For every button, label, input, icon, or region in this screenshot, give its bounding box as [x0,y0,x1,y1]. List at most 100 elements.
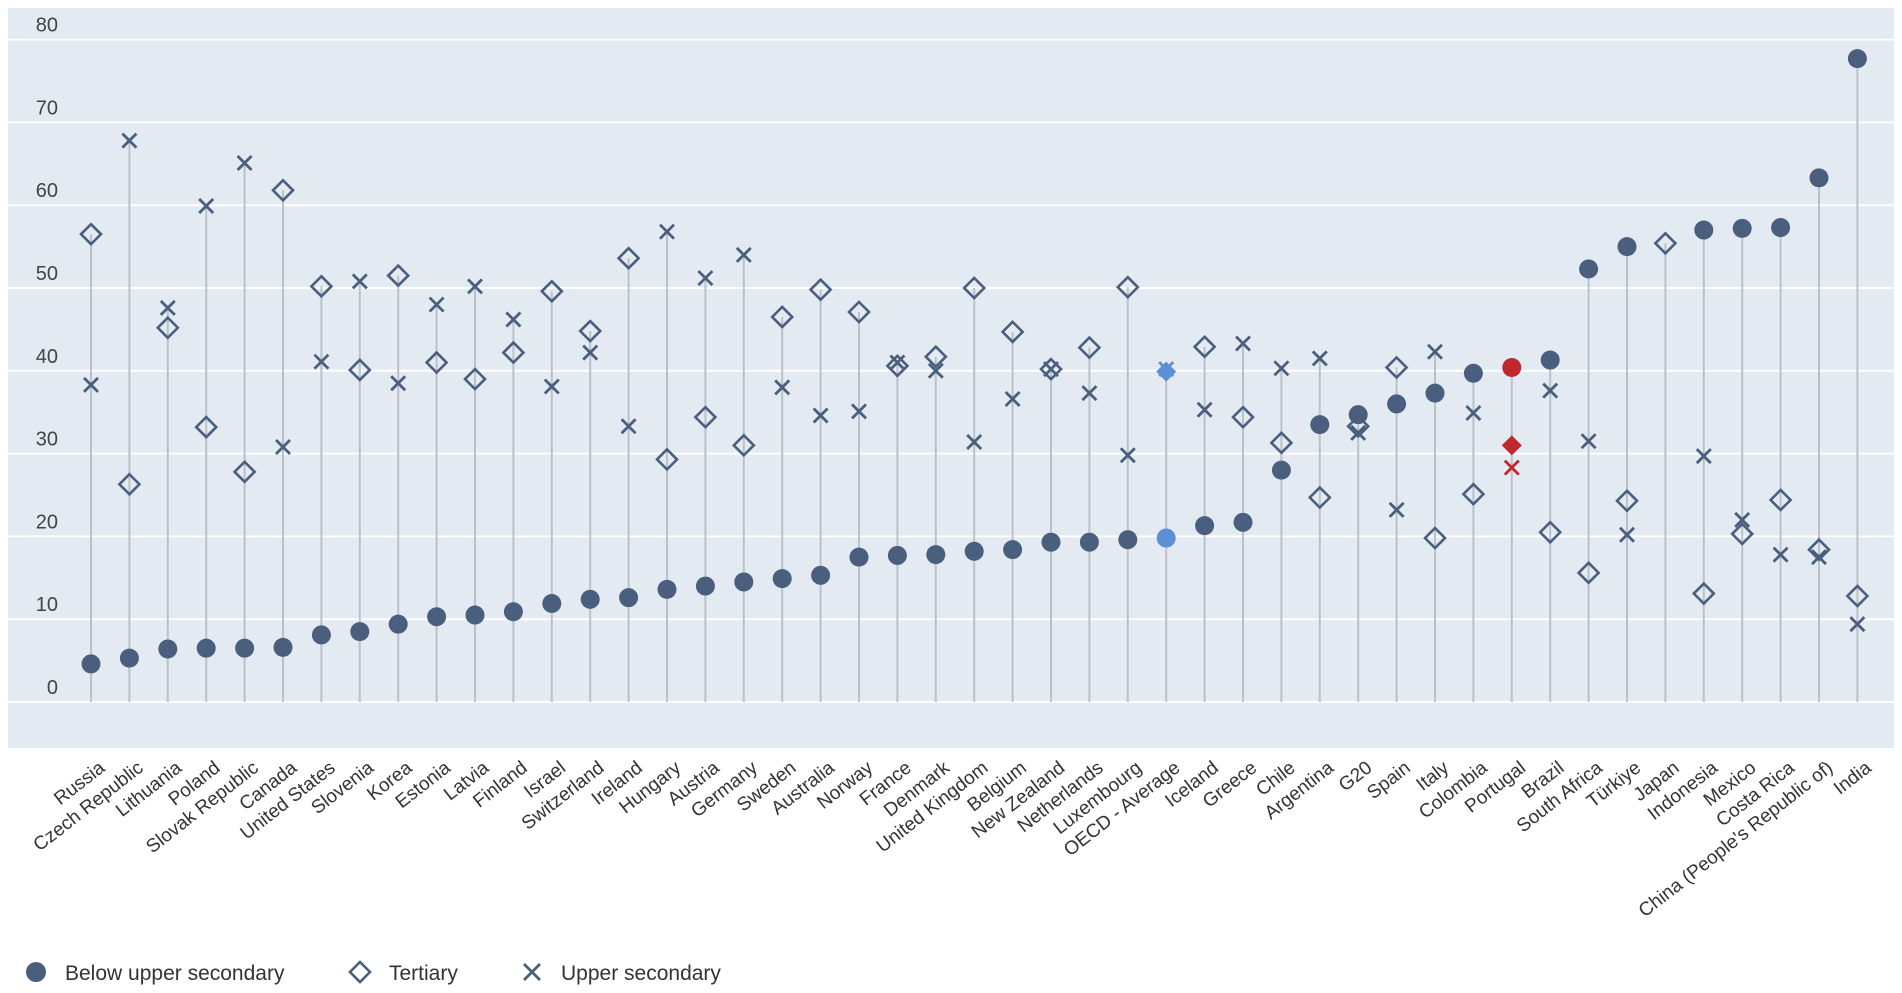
point-below-upper-secondary-sweden [772,569,792,589]
point-tertiary-sweden [770,305,795,329]
y-tick-label: 0 [47,677,58,699]
point-tertiary-switzerland [578,319,603,343]
point-upper-secondary-india [1849,616,1866,633]
point-tertiary-chile [1269,430,1294,455]
y-tick-label: 80 [36,15,58,37]
point-tertiary-japan [1653,231,1678,256]
point-upper-secondary-france [889,354,906,371]
point-tertiary-austria [693,405,718,430]
point-below-upper-secondary-netherlands [1079,532,1099,552]
point-tertiary-spain [1384,355,1409,380]
point-below-upper-secondary-mexico [1732,218,1752,238]
point-tertiary-lithuania [155,315,180,340]
y-tick-label: 30 [36,429,58,451]
point-tertiary-slovenia [347,358,372,382]
point-upper-secondary-estonia [428,296,445,313]
y-axis-tick-labels: 0 10 20 30 40 50 60 70 80 [36,15,58,699]
point-upper-secondary-brazil [1542,382,1559,399]
point-below-upper-secondary-hungary [657,579,677,599]
point-upper-secondary-korea [390,375,407,392]
point-below-upper-secondary-china-people-s-republic-of [1809,168,1829,188]
point-tertiary-hungary [655,447,679,472]
point-upper-secondary-chile [1273,360,1290,377]
point-below-upper-secondary-costa-rica [1771,218,1791,238]
point-tertiary-argentina [1307,485,1332,510]
point-below-upper-secondary-luxembourg [1118,530,1138,550]
point-upper-secondary-china-people-s-republic-of [1811,549,1827,566]
point-below-upper-secondary-belgium [1003,540,1023,560]
point-below-upper-secondary-korea [388,614,408,634]
point-tertiary-new-zealand [1039,357,1063,381]
point-tertiary-united-states [309,274,334,299]
point-upper-secondary-denmark [927,362,944,379]
point-below-upper-secondary-lithuania [158,639,178,659]
point-upper-secondary-canada [275,438,291,455]
point-tertiary-poland [194,415,219,439]
point-tertiary-belgium [1000,320,1025,344]
point-tertiary-korea [386,263,411,288]
point-tertiary-france [885,353,910,378]
y-tick-label: 10 [36,594,58,616]
legend-circle-icon [26,962,46,982]
point-tertiary-australia [808,277,833,302]
point-tertiary-netherlands [1077,335,1102,360]
point-upper-secondary-belgium [1004,390,1021,407]
point-upper-secondary-finland [505,311,522,328]
legend-item-below-upper-secondary: Below upper secondary [26,962,285,985]
point-below-upper-secondary-russia [81,654,101,674]
point-upper-secondary-netherlands [1081,385,1098,402]
point-tertiary-costa-rica [1768,488,1793,512]
point-below-upper-secondary-germany [734,572,754,592]
point-upper-secondary-russia [83,376,99,393]
point-upper-secondary-indonesia [1695,448,1712,465]
point-below-upper-secondary-brazil [1540,350,1560,370]
point-below-upper-secondary-iceland [1195,516,1215,536]
point-below-upper-secondary-colombia [1463,363,1483,383]
point-below-upper-secondary-switzerland [580,589,600,609]
point-upper-secondary-united-states [313,353,330,370]
point-below-upper-secondary-new-zealand [1041,532,1061,552]
point-below-upper-secondary-ireland [619,588,639,608]
point-tertiary-colombia [1461,482,1486,507]
point-tertiary-denmark [923,344,948,369]
stems [90,58,1859,702]
point-tertiary-g20 [1346,414,1371,439]
point-below-upper-secondary-greece [1233,512,1253,532]
plot-area [8,8,1894,748]
point-tertiary-india [1845,584,1870,608]
point-upper-secondary-austria [697,270,714,287]
point-upper-secondary-slovenia [351,273,368,290]
legend-label-upper-secondary: Upper secondary [561,962,721,985]
point-below-upper-secondary-chile [1271,460,1291,480]
point-upper-secondary-latvia [467,278,483,295]
point-tertiary-oecd-average [1156,361,1177,382]
point-upper-secondary-norway [851,403,867,420]
data-markers [79,49,1870,674]
point-upper-secondary-lithuania [159,299,176,316]
point-tertiary-finland [501,340,526,365]
point-tertiary-russia [79,222,103,247]
point-below-upper-secondary-argentina [1310,415,1330,435]
point-tertiary-czech-republic [117,472,142,497]
point-tertiary-norway [847,300,871,324]
legend-label-below-upper-secondary: Below upper secondary [65,962,285,985]
point-upper-secondary-g20 [1350,424,1367,441]
point-below-upper-secondary-canada [273,637,293,657]
point-below-upper-secondary-finland [503,602,523,622]
point-below-upper-secondary-czech-republic [119,648,139,668]
point-upper-secondary-slovak-republic [236,154,253,171]
point-upper-secondary-iceland [1196,401,1213,418]
point-tertiary-portugal [1501,435,1522,456]
x-tick-label-spain: Spain [1363,757,1414,803]
point-tertiary-indonesia [1691,581,1716,606]
point-tertiary-estonia [424,350,449,375]
point-below-upper-secondary-slovak-republic [235,638,255,658]
point-below-upper-secondary-austria [695,576,715,596]
point-below-upper-secondary-denmark [926,545,946,565]
point-upper-secondary-t-rkiye [1619,526,1635,543]
point-below-upper-secondary-united-kingdom [964,541,984,561]
point-tertiary-t-rkiye [1615,488,1639,513]
legend-label-tertiary: Tertiary [389,962,458,985]
point-tertiary-south-africa [1576,560,1601,585]
y-tick-label: 70 [36,97,58,119]
